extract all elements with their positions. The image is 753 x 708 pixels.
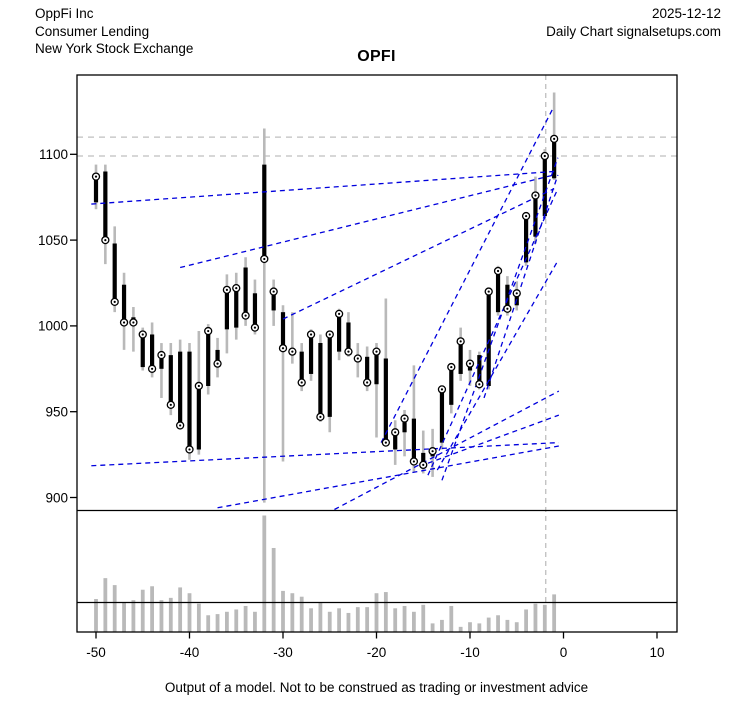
- exchange-name: New York Stock Exchange: [35, 41, 194, 56]
- chart-title: OPFI: [357, 48, 396, 65]
- industry-name: Consumer Lending: [35, 23, 150, 39]
- volume-bars: [94, 515, 557, 632]
- y-tick-label: 1000: [38, 319, 68, 334]
- close-markers: [91, 134, 559, 470]
- disclaimer-caption: Output of a model. Not to be construed a…: [164, 680, 589, 695]
- trendlines: [91, 109, 560, 511]
- header-right: 2025-12-12 Daily Chart signalsetups.com: [546, 5, 721, 40]
- y-tick-label: 1100: [39, 147, 68, 162]
- x-tick-label: -50: [86, 645, 106, 660]
- header-left: OppFi Inc Consumer Lending New York Stoc…: [35, 5, 193, 58]
- axes: 900 950 1000 1050 1100 -50 -40 -30 -20 -10 0 10: [38, 74, 678, 660]
- x-tick-label: -30: [273, 645, 293, 660]
- x-tick-label: 10: [649, 645, 664, 660]
- source-line: Daily Chart signalsetups.com: [546, 23, 721, 39]
- x-tick-label: -20: [367, 645, 387, 660]
- y-tick-label: 900: [45, 490, 68, 505]
- company-name: OppFi Inc: [35, 6, 94, 21]
- high-low-wicks: [94, 92, 556, 503]
- x-tick-label: -40: [180, 645, 200, 660]
- x-tick-label: -10: [460, 645, 480, 660]
- y-tick-label: 1050: [38, 233, 68, 248]
- y-tick-label: 950: [45, 405, 68, 420]
- open-close-bars: [93, 138, 557, 465]
- x-tick-label: 0: [560, 645, 568, 660]
- chart-date: 2025-12-12: [651, 6, 721, 21]
